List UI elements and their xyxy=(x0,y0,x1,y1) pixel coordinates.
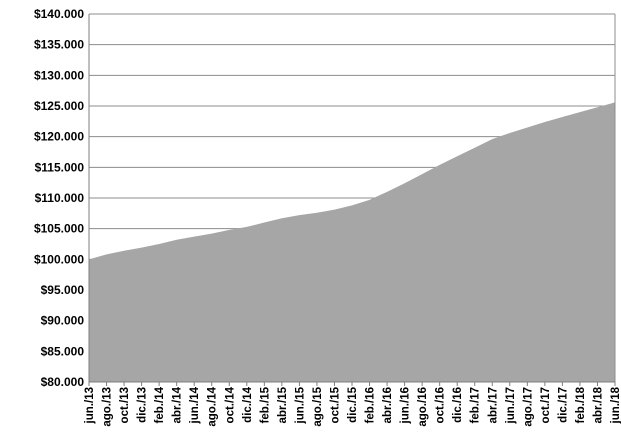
y-tick-label: $95.000 xyxy=(41,283,85,297)
y-tick-label: $125.000 xyxy=(34,99,84,113)
y-tick-label: $115.000 xyxy=(35,160,85,174)
x-tick-label: oct./16 xyxy=(435,387,447,423)
x-tick-label: abr./15 xyxy=(277,386,289,423)
area-series xyxy=(88,102,616,382)
x-tick-label: oct./17 xyxy=(540,387,552,423)
y-tick-label: $130.000 xyxy=(34,68,84,82)
x-tick-label: ago./16 xyxy=(417,387,429,427)
x-tick-label: abr./16 xyxy=(382,387,394,423)
x-tick-label: ago./15 xyxy=(312,386,324,426)
x-tick-label: dic./14 xyxy=(242,386,254,422)
x-tick-label: abr./18 xyxy=(592,386,604,423)
x-tick-label: jun./16 xyxy=(400,387,412,424)
y-tick-label: $85.000 xyxy=(41,344,85,358)
x-tick-label: jun./13 xyxy=(84,387,96,424)
x-tick-label: jun./18 xyxy=(610,386,621,424)
x-tick-label: feb./17 xyxy=(470,387,482,423)
y-tick-label: $110.000 xyxy=(35,191,85,205)
y-tick-label: $100.000 xyxy=(34,252,84,266)
y-tick-label: $105.000 xyxy=(34,222,84,236)
x-tick-label: dic./13 xyxy=(137,387,149,423)
x-tick-label: feb./14 xyxy=(154,386,166,423)
x-tick-label: ago./14 xyxy=(207,386,219,426)
y-tick-label: $90.000 xyxy=(41,314,85,328)
x-tick-label: oct./14 xyxy=(224,386,236,423)
y-tick-label: $80.000 xyxy=(41,375,85,389)
x-tick-label: oct./13 xyxy=(119,387,131,423)
plot-frame xyxy=(88,14,616,386)
y-tick-label: $140.000 xyxy=(34,7,84,21)
x-tick-label: dic./16 xyxy=(452,387,464,423)
x-tick-label: abr./14 xyxy=(172,386,184,423)
x-tick-label: feb./18 xyxy=(575,386,587,423)
x-tick-label: jun./17 xyxy=(505,387,517,424)
x-tick-label: abr./17 xyxy=(487,387,499,423)
x-tick-label: oct./15 xyxy=(329,386,341,423)
x-tick-label: ago./17 xyxy=(522,387,534,427)
y-tick-label: $120.000 xyxy=(34,130,84,144)
x-tick-label: jun./14 xyxy=(189,386,201,424)
x-tick-label: feb./15 xyxy=(259,386,271,423)
x-axis-ticks: jun./13 ago./13 oct./13 dic./13 feb./14 abr./… xyxy=(84,386,621,426)
area-fill xyxy=(89,102,615,382)
x-tick-label: feb./16 xyxy=(365,387,377,423)
y-axis-ticks: $80.000 $85.000 $90.000 $95.000 $100.000 $105… xyxy=(34,7,84,389)
x-tick-label: jun./15 xyxy=(294,386,306,424)
x-tick-label: dic./15 xyxy=(347,386,359,422)
y-tick-label: $135.000 xyxy=(34,38,84,52)
x-tick-label: dic./17 xyxy=(557,387,569,423)
x-tick-label: ago./13 xyxy=(102,387,114,427)
